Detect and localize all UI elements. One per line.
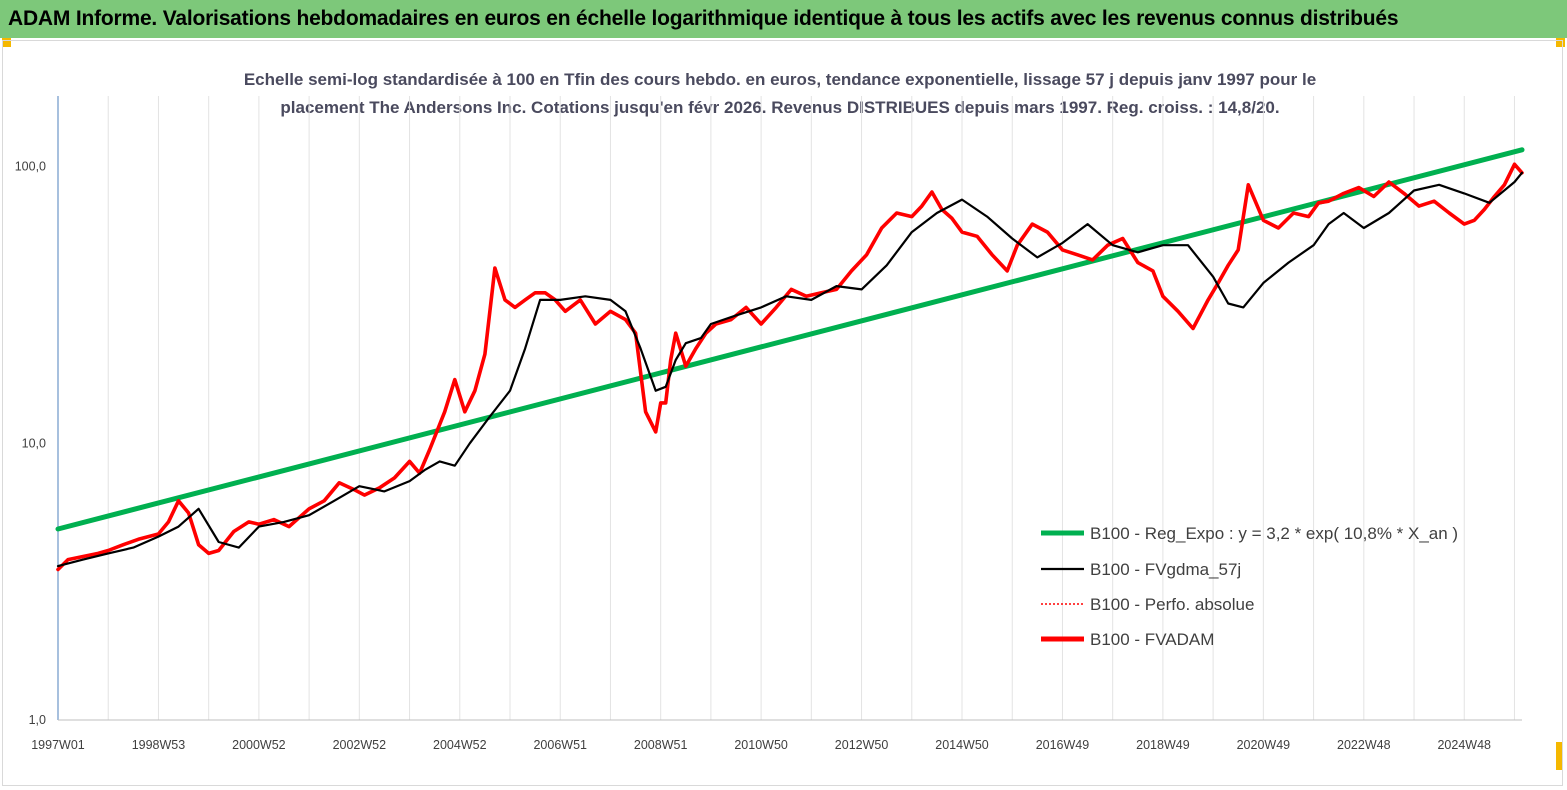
- title-banner: ADAM Informe. Valorisations hebdomadaire…: [0, 0, 1567, 38]
- x-tick-label: 2006W51: [533, 738, 587, 752]
- x-tick-label: 2010W50: [734, 738, 788, 752]
- legend: B100 - Reg_Expo : y = 3,2 * exp( 10,8% *…: [1041, 524, 1458, 649]
- axes: 1,0 10,0 100,0 1997W01 1998W53 2000W52 2002W52…: [15, 96, 1522, 752]
- corner-marker-top-left: [2, 38, 11, 47]
- x-tick-label: 2002W52: [333, 738, 387, 752]
- corner-marker-bottom-right: [1556, 742, 1562, 770]
- x-tick-label: 2020W49: [1237, 738, 1291, 752]
- y-tick-label: 10,0: [22, 436, 46, 450]
- chart-subtitle: placement The Andersons Inc. Cotations j…: [280, 98, 1280, 117]
- grid-lines: [107, 96, 1515, 720]
- x-tick-label: 1997W01: [31, 738, 85, 752]
- x-tick-label: 2012W50: [835, 738, 889, 752]
- x-tick-label: 2008W51: [634, 738, 688, 752]
- series-line-fvadam: [56, 162, 1524, 572]
- x-tick-label: 2024W48: [1437, 738, 1491, 752]
- chart-subtitle-block: Echelle semi-log standardisée à 100 en T…: [180, 66, 1380, 122]
- chart-frame: [2, 40, 1563, 786]
- corner-marker-top-right: [1556, 38, 1565, 47]
- legend-smoothed-label: B100 - FVgdma_57j: [1090, 560, 1241, 579]
- report-title: ADAM Informe. Valorisations hebdomadaire…: [8, 7, 1399, 30]
- x-tick-label: 2004W52: [433, 738, 487, 752]
- legend-regression-label: B100 - Reg_Expo : y = 3,2 * exp( 10,8% *…: [1090, 524, 1458, 543]
- y-tick-label: 100,0: [15, 160, 46, 174]
- chart-title: Echelle semi-log standardisée à 100 en T…: [243, 70, 1317, 89]
- y-tick-label: 1,0: [29, 713, 46, 727]
- x-tick-label: 1998W53: [132, 738, 186, 752]
- x-tick-label: 2016W49: [1036, 738, 1090, 752]
- x-tick-label: 2000W52: [232, 738, 286, 752]
- x-tick-label: 2022W48: [1337, 738, 1391, 752]
- series-layer: [55, 147, 1525, 572]
- x-tick-label: 2014W50: [935, 738, 989, 752]
- series-line-regression: [55, 147, 1525, 532]
- legend-perfo-label: B100 - Perfo. absolue: [1090, 595, 1254, 614]
- x-tick-label: 2018W49: [1136, 738, 1190, 752]
- series-line-smoothed: [56, 171, 1524, 568]
- legend-fvadam-label: B100 - FVADAM: [1090, 630, 1214, 649]
